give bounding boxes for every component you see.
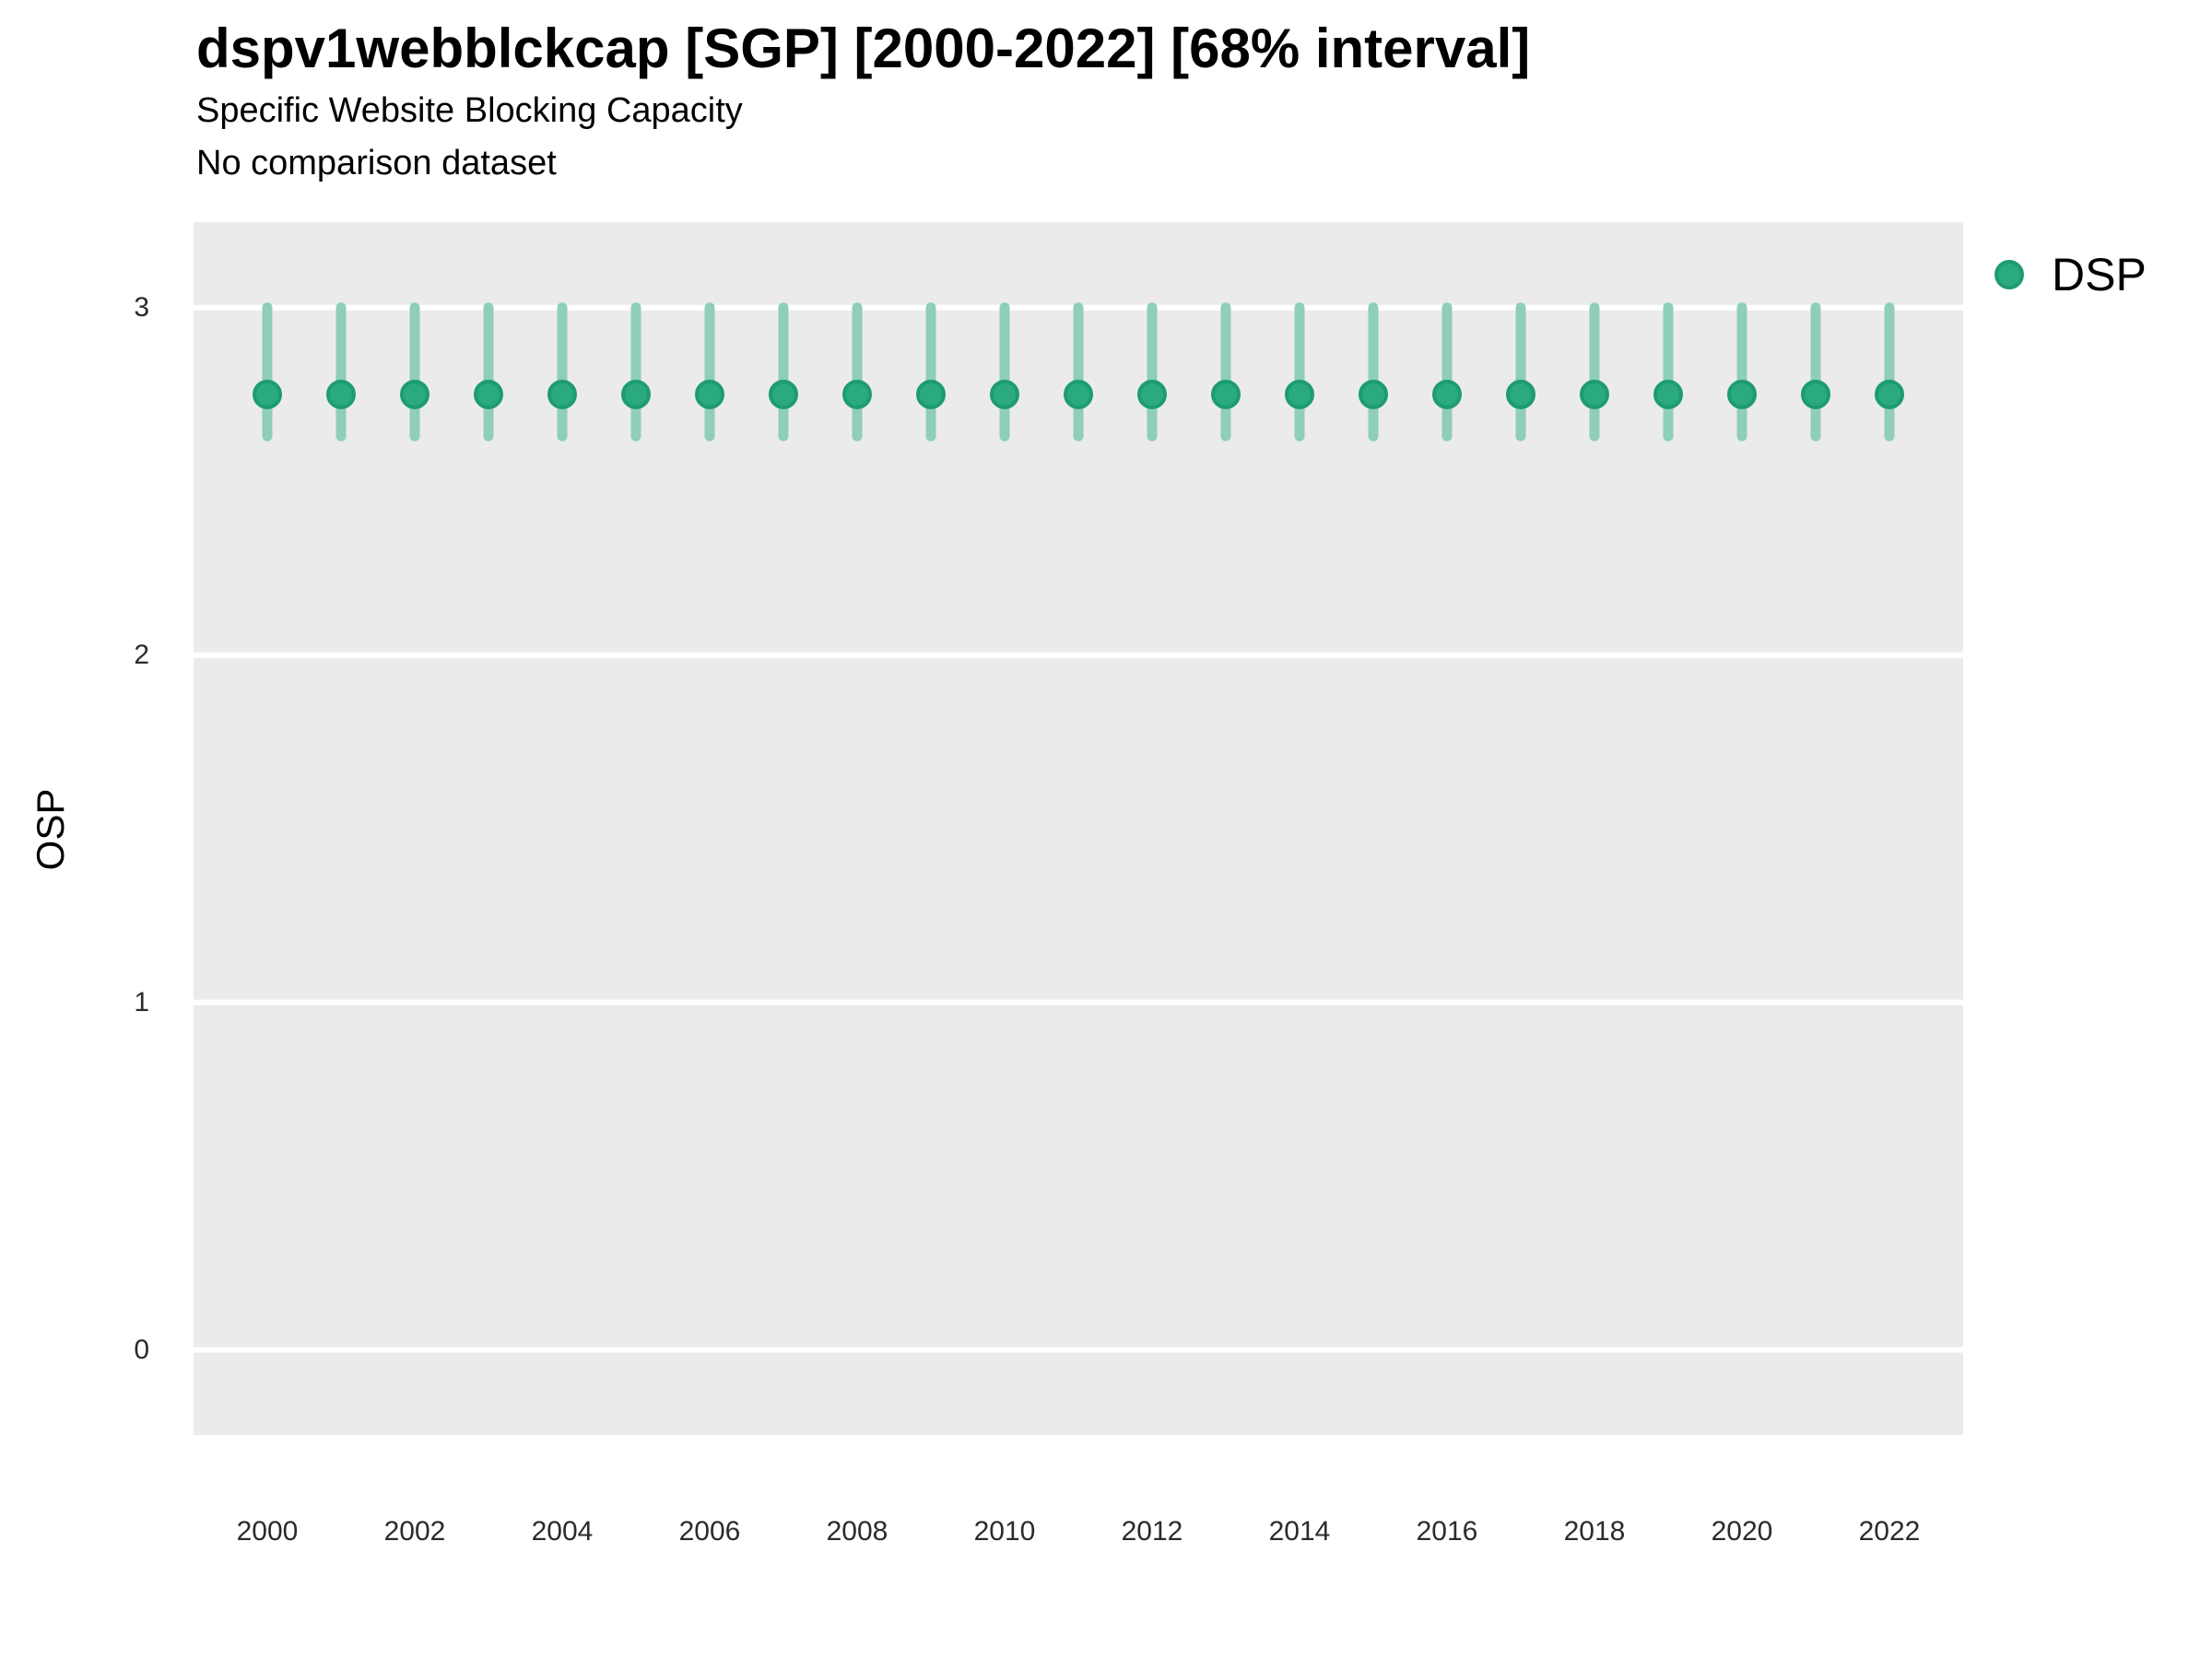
x-tick-label-2016: 2016	[1416, 1516, 1478, 1547]
data-point-2003	[474, 379, 503, 409]
data-point-2009	[916, 379, 946, 409]
plot-panel	[194, 222, 1963, 1435]
x-tick-label-2008: 2008	[826, 1516, 888, 1547]
data-point-2005	[621, 379, 651, 409]
data-point-2015	[1359, 379, 1388, 409]
data-point-2022	[1875, 379, 1904, 409]
x-tick-label-2002: 2002	[383, 1516, 446, 1547]
data-point-2000	[253, 379, 282, 409]
x-tick-label-2022: 2022	[1858, 1516, 1921, 1547]
x-tick-label-2010: 2010	[973, 1516, 1036, 1547]
data-point-2006	[695, 379, 724, 409]
plot-canvas	[194, 302, 1963, 1353]
data-point-2013	[1211, 379, 1241, 409]
data-point-2021	[1801, 379, 1830, 409]
data-point-2019	[1653, 379, 1683, 409]
data-point-2020	[1727, 379, 1757, 409]
y-tick-label-3: 3	[134, 291, 149, 323]
data-point-2011	[1064, 379, 1093, 409]
x-tick-label-2006: 2006	[678, 1516, 741, 1547]
x-tick-label-2020: 2020	[1711, 1516, 1773, 1547]
data-point-2012	[1137, 379, 1167, 409]
x-tick-label-2018: 2018	[1563, 1516, 1626, 1547]
data-point-2010	[990, 379, 1019, 409]
data-point-2004	[547, 379, 577, 409]
x-tick-label-2014: 2014	[1268, 1516, 1331, 1547]
data-point-2007	[769, 379, 798, 409]
data-point-2016	[1432, 379, 1462, 409]
data-point-2002	[400, 379, 429, 409]
chart-note: No comparison dataset	[196, 144, 557, 182]
x-tick-label-2000: 2000	[236, 1516, 299, 1547]
data-point-2014	[1285, 379, 1314, 409]
chart-subtitle: Specific Website Blocking Capacity	[196, 91, 743, 130]
data-point-2001	[326, 379, 356, 409]
x-tick-label-2012: 2012	[1121, 1516, 1183, 1547]
legend-label: DSP	[2052, 249, 2147, 300]
y-tick-label-2: 2	[134, 639, 149, 670]
chart-title: dspv1webblckcap [SGP] [2000-2022] [68% i…	[196, 18, 1531, 79]
legend-point-icon	[1994, 260, 2024, 289]
data-point-2018	[1580, 379, 1609, 409]
x-tick-label-2004: 2004	[531, 1516, 594, 1547]
data-point-2017	[1506, 379, 1535, 409]
y-tick-label-1: 1	[134, 986, 149, 1018]
legend: DSP	[1994, 248, 2147, 301]
y-axis-title: OSP	[29, 788, 72, 871]
y-tick-label-0: 0	[134, 1334, 149, 1365]
data-point-2008	[842, 379, 872, 409]
